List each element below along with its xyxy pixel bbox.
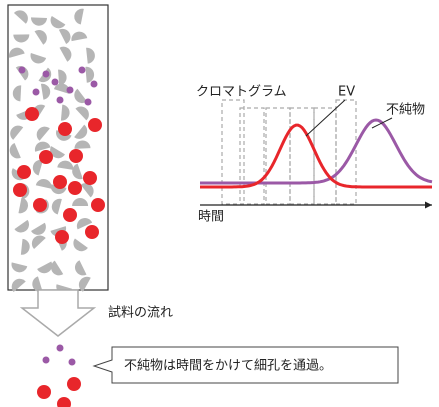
ev-dot [17,165,31,179]
ev-label: EV [338,85,355,100]
impurity-dot [57,345,64,352]
ev-dot [68,181,82,195]
ev-dot [67,377,81,391]
ev-dot [37,385,51,399]
ev-curve [200,125,432,187]
ev-dot [83,171,97,185]
ev-dot [55,230,69,244]
ev-dot [25,107,39,121]
impurity-label: 不純物 [386,103,425,118]
impurity-dot [67,87,74,94]
chromatogram: 時間 クロマトグラム EV 不純物 [196,85,432,225]
ev-dot [88,118,102,132]
ev-dot [69,149,83,163]
eluted-particles [37,345,81,407]
fractions [222,100,356,204]
ev-dot [57,397,71,407]
ev-dot [58,122,72,136]
ev-dot [63,208,77,222]
impurity-dot [69,359,76,366]
ev-dot [53,175,67,189]
axis-arrowhead [425,202,432,209]
impurity-dot [91,81,98,88]
ev-dot [13,183,27,197]
ev-dot [91,198,105,212]
ev-dot [33,198,47,212]
diagram: 試料の流れ 不純物は時間をかけて細孔を通過。 時間 クロマトグラム EV 不純物 [0,0,439,407]
impurity-dot [79,67,86,74]
impurity-dot [85,99,92,106]
flow-label: 試料の流れ [108,305,173,321]
callout-text: 不純物は時間をかけて細孔を通過。 [124,359,332,374]
time-axis-label: 時間 [198,210,224,225]
ev-dot [85,225,99,239]
chromatogram-label: クロマトグラム [196,85,287,100]
impurity-dot [57,97,64,104]
flow-arrow [22,290,94,336]
impurity-dot [33,89,40,96]
impurity-dot [43,71,50,78]
impurity-dot [19,67,26,74]
ev-dot [39,150,53,164]
impurity-dot [52,79,59,86]
ev-pointer [306,100,345,136]
impurity-dot [43,357,50,364]
